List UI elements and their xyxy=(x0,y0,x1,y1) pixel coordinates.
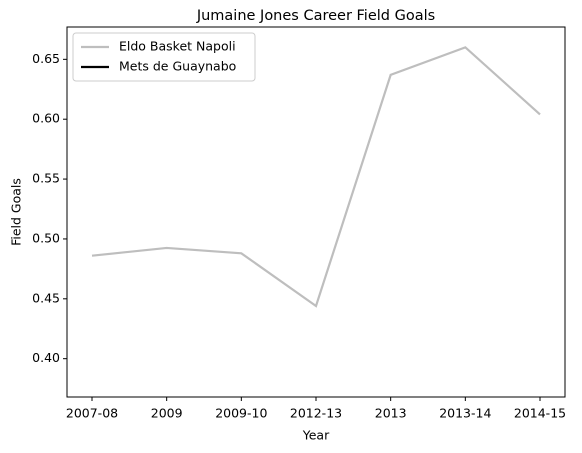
legend-label: Mets de Guaynabo xyxy=(119,59,236,74)
y-tick-label: 0.40 xyxy=(32,350,60,365)
x-tick-label: 2009 xyxy=(151,406,183,421)
x-tick-label: 2013 xyxy=(375,406,407,421)
y-tick-label: 0.45 xyxy=(32,290,60,305)
y-tick-label: 0.50 xyxy=(32,230,60,245)
legend-label: Eldo Basket Napoli xyxy=(119,39,236,54)
x-tick-label: 2009-10 xyxy=(215,406,267,421)
x-tick-label: 2014-15 xyxy=(514,406,566,421)
y-axis-label: Field Goals xyxy=(9,178,24,246)
y-tick-label: 0.65 xyxy=(32,51,60,66)
x-tick-label: 2012-13 xyxy=(290,406,342,421)
x-axis-label: Year xyxy=(302,428,330,443)
plot-frame xyxy=(66,26,566,398)
x-tick-label: 2007-08 xyxy=(66,406,118,421)
x-tick-label: 2013-14 xyxy=(439,406,491,421)
line-series xyxy=(91,46,541,308)
y-tick-label: 0.60 xyxy=(32,111,60,126)
y-tick-label: 0.55 xyxy=(32,171,60,186)
chart-title: Jumaine Jones Career Field Goals xyxy=(196,8,435,24)
legend-box xyxy=(72,32,256,82)
